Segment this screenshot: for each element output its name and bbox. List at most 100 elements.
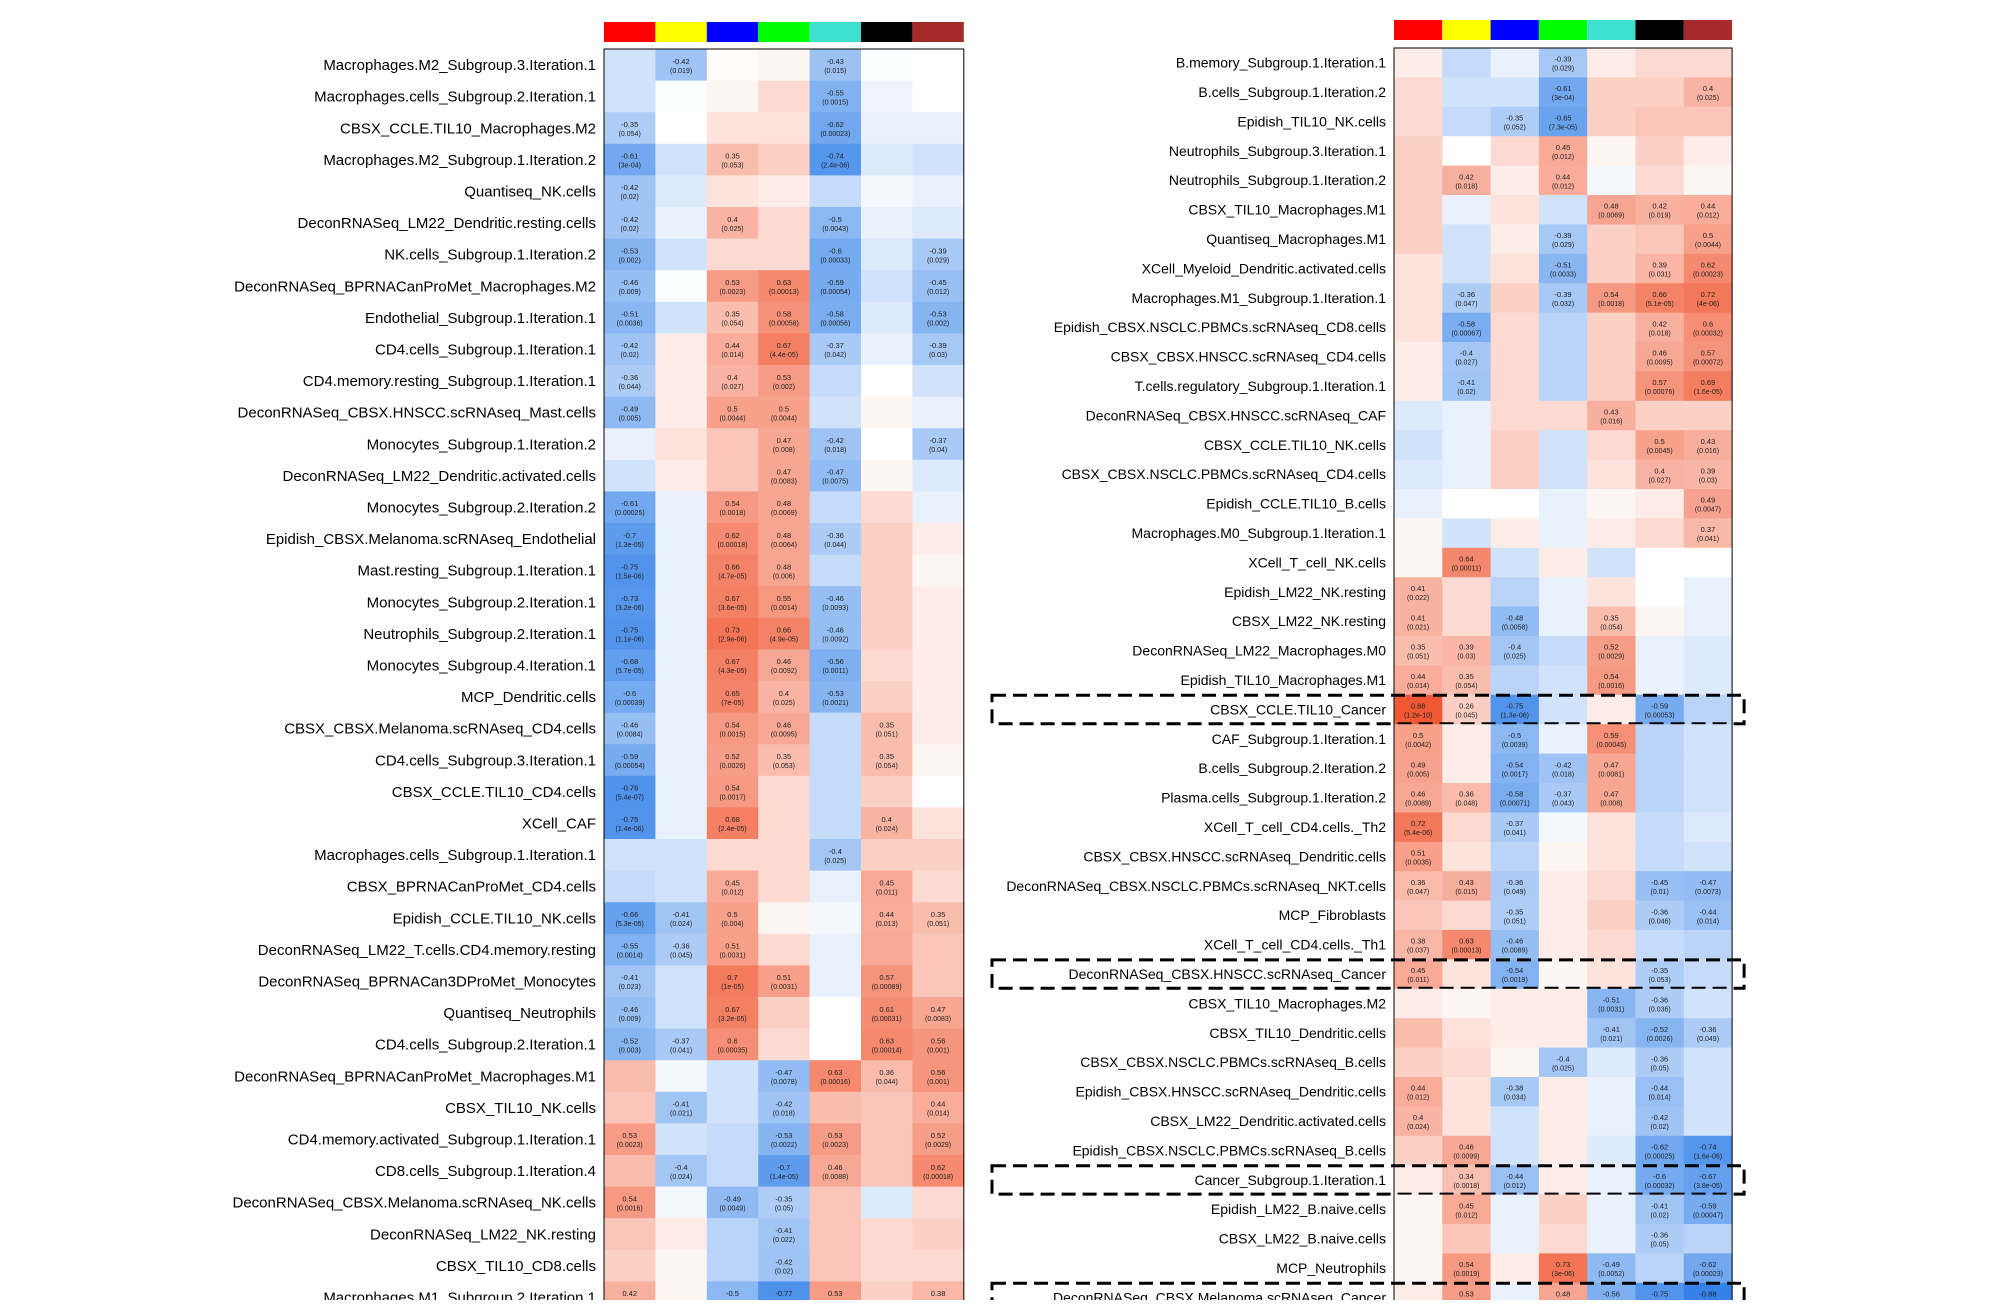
cell-value-label: 0.58 — [777, 310, 792, 319]
heatmap-cell — [809, 459, 862, 492]
heatmap-cell — [1635, 900, 1685, 931]
cell-pvalue-label: (0.0049) — [719, 1205, 745, 1212]
heatmap-cell — [1587, 342, 1636, 372]
cell-value-label: 0.6 — [1703, 319, 1713, 328]
heatmap-cell — [655, 428, 708, 461]
heatmap-cell — [1635, 342, 1685, 372]
cell-pvalue-label: (0.049) — [1504, 889, 1526, 896]
heatmap-cell — [1490, 547, 1540, 578]
cell-value-label: -0.58 — [827, 310, 844, 319]
cell-value-label: -0.44 — [1506, 1172, 1523, 1181]
cell-pvalue-label: (0.0023) — [822, 1142, 848, 1149]
heatmap-cell — [1490, 606, 1540, 637]
heatmap-cell — [1490, 1194, 1540, 1225]
cell-pvalue-label: (0.027) — [1455, 360, 1477, 367]
heatmap-cell — [861, 396, 913, 429]
cell-value-label: 0.42 — [1652, 202, 1667, 211]
cell-pvalue-label: (0.0026) — [719, 763, 745, 770]
cell-value-label: 0.6 — [727, 1036, 737, 1045]
heatmap-cell — [1635, 812, 1685, 843]
cell-value-label: -0.61 — [621, 152, 638, 161]
heatmap-cell — [912, 491, 965, 524]
heatmap-cell — [1683, 1253, 1733, 1284]
cell-value-label: -0.39 — [930, 246, 947, 255]
cell-value-label: -0.43 — [827, 57, 844, 66]
heatmap-cell — [1442, 606, 1492, 637]
cell-value-label: -0.41 — [673, 910, 690, 919]
cell-pvalue-label: (0.00053) — [1645, 713, 1675, 720]
heatmap-cell — [758, 870, 811, 903]
heatmap-cell — [1538, 106, 1588, 137]
heatmap-cell — [1587, 871, 1636, 902]
cell-value-label: -0.49 — [1603, 1260, 1620, 1269]
heatmap-cell — [604, 712, 656, 745]
cell-value-label: -0.47 — [775, 1068, 792, 1077]
heatmap-cell — [655, 1060, 708, 1093]
heatmap-cell — [1683, 606, 1733, 637]
heatmap-cell — [706, 712, 759, 745]
heatmap-cell — [655, 744, 708, 777]
row-label: T.cells.regulatory_Subgroup.1.Iteration.… — [1135, 378, 1387, 394]
cell-value-label: -0.67 — [1699, 1172, 1716, 1181]
heatmap-cell — [1490, 959, 1540, 990]
cell-pvalue-label: (0.0014) — [617, 953, 643, 960]
cell-pvalue-label: (0.015) — [1455, 889, 1477, 896]
heatmap-cell — [1587, 106, 1636, 137]
cell-value-label: 0.62 — [931, 1163, 946, 1172]
heatmap-cell — [1394, 783, 1443, 813]
heatmap-cell — [1635, 77, 1685, 108]
heatmap-cell — [1538, 577, 1588, 608]
heatmap-cell — [861, 175, 913, 208]
cell-pvalue-label: (0.02) — [621, 352, 639, 359]
cell-value-label: 0.44 — [1556, 172, 1571, 181]
row-label: Macrophages.cells_Subgroup.1.Iteration.1 — [314, 847, 596, 864]
heatmap-cell — [1490, 165, 1540, 196]
cell-value-label: 0.35 — [931, 910, 946, 919]
heatmap-cell — [1442, 489, 1492, 519]
cell-pvalue-label: (0.0069) — [1598, 213, 1624, 220]
cell-pvalue-label: (0.02) — [1457, 389, 1475, 396]
heatmap-cell — [1442, 312, 1492, 343]
heatmap-cell — [1394, 812, 1443, 843]
cell-value-label: 0.36 — [879, 1068, 894, 1077]
cell-value-label: -0.62 — [827, 120, 844, 129]
row-label: Neutrophils_Subgroup.2.Iteration.1 — [363, 626, 596, 643]
heatmap-cell — [1442, 636, 1492, 666]
cell-value-label: -0.48 — [1506, 613, 1523, 622]
cell-pvalue-label: (0.014) — [721, 352, 743, 359]
heatmap-cell — [912, 586, 965, 619]
heatmap-cell — [861, 112, 913, 145]
heatmap-cell — [912, 870, 965, 903]
heatmap-cell — [861, 143, 913, 176]
cell-value-label: 0.46 — [1411, 790, 1426, 799]
heatmap-cell — [604, 175, 656, 208]
cell-pvalue-label: (0.00023) — [820, 131, 850, 138]
heatmap-cell — [1587, 224, 1636, 255]
cell-value-label: 0.67 — [725, 594, 740, 603]
heatmap-cell — [1683, 430, 1733, 461]
row-label: CAF_Subgroup.1.Iteration.1 — [1212, 731, 1387, 747]
heatmap-cell — [655, 1123, 708, 1156]
heatmap-cell — [912, 1218, 965, 1251]
cell-pvalue-label: (0.025) — [773, 700, 795, 707]
row-label: Macrophages.M1_Subgroup.1.Iteration.1 — [1132, 290, 1387, 306]
cell-pvalue-label: (0.0084) — [617, 731, 643, 738]
column-color-bar-7 — [1683, 20, 1733, 40]
row-label: CBSX_LM22_NK.resting — [1232, 613, 1386, 629]
heatmap-cell — [604, 49, 656, 82]
row-label: Macrophages.cells_Subgroup.2.Iteration.1 — [314, 89, 596, 106]
heatmap-cell — [912, 649, 965, 682]
cell-pvalue-label: (0.0018) — [719, 510, 745, 517]
heatmap-cell — [1442, 106, 1492, 137]
cell-value-label: 0.67 — [725, 657, 740, 666]
heatmap-cell — [1538, 1253, 1588, 1284]
cell-pvalue-label: (0.012) — [721, 889, 743, 896]
heatmap-cell — [604, 301, 656, 334]
row-label: Cancer_Subgroup.1.Iteration.1 — [1195, 1172, 1387, 1188]
heatmap-cell — [706, 902, 759, 935]
cell-value-label: -0.42 — [621, 183, 638, 192]
heatmap-cell — [809, 301, 862, 334]
heatmap-cell — [1538, 871, 1588, 902]
cell-pvalue-label: (0.0088) — [822, 1174, 848, 1181]
heatmap-cell — [1442, 841, 1492, 872]
